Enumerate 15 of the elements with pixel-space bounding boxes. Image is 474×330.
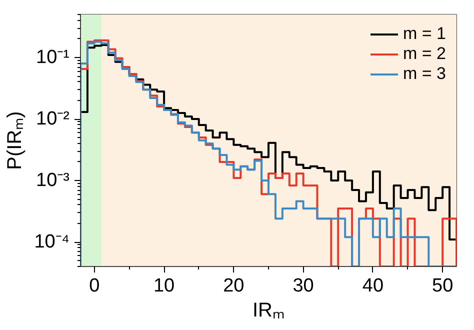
- legend-label: m = 2: [403, 44, 446, 64]
- legend-label: m = 3: [403, 64, 446, 84]
- x-tick-label: 50: [432, 276, 454, 296]
- y-tick-label: 10⁻¹: [36, 46, 70, 68]
- y-axis-title: P(IRₘ): [4, 111, 26, 170]
- x-tick-label: 30: [292, 276, 314, 296]
- x-tick-label: 40: [362, 276, 384, 296]
- y-tick-label: 10⁻³: [36, 170, 70, 192]
- x-tick-label: 10: [153, 276, 175, 296]
- y-tick-label: 10⁻²: [36, 108, 70, 130]
- legend-label: m = 1: [403, 24, 446, 44]
- x-axis-title: IRₘ: [252, 300, 284, 322]
- x-tick-label: 20: [223, 276, 244, 296]
- x-tick-label: 0: [89, 276, 100, 296]
- y-tick-label: 10⁻⁴: [34, 232, 70, 253]
